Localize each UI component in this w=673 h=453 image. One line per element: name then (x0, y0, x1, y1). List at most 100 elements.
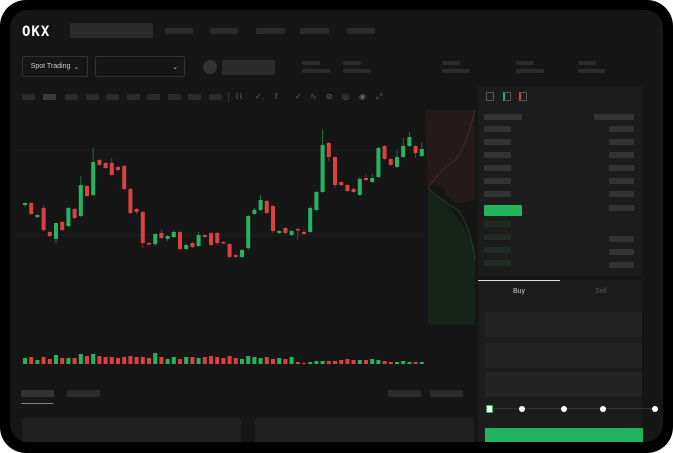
candle (271, 205, 275, 233)
volume-bar (326, 361, 331, 364)
fx-icon[interactable]: f (275, 92, 278, 101)
ask-amount (609, 165, 634, 171)
target-icon[interactable]: ◉ (359, 92, 366, 101)
candle (47, 231, 52, 237)
volume-bar (382, 361, 387, 364)
volume-bar (264, 357, 269, 364)
timeframe-button[interactable] (188, 94, 201, 100)
volume-bar (116, 358, 120, 364)
volume-bar (283, 359, 288, 364)
timeframe-button[interactable] (65, 94, 78, 100)
volume-bar (60, 358, 65, 364)
candle (370, 174, 375, 183)
volume-bar (277, 358, 282, 364)
timeframe-button[interactable] (86, 94, 99, 100)
candle (227, 243, 232, 258)
coin-avatar (203, 60, 217, 74)
volume-bar (35, 360, 40, 364)
volume-bar (258, 358, 263, 364)
search-bar[interactable] (70, 23, 153, 38)
pencil-icon[interactable]: ⊘ (326, 92, 333, 101)
bid-price (484, 247, 511, 253)
percent-slider[interactable] (490, 408, 655, 409)
bid-price (484, 234, 511, 240)
stat-value (578, 69, 605, 73)
tab-sell[interactable]: Sell (595, 288, 607, 295)
indicator-icon[interactable]: ✓. (255, 92, 264, 101)
candle-body (357, 179, 362, 195)
check-icon[interactable]: ✓ (295, 92, 302, 101)
candle-body (233, 255, 238, 257)
timeframe-button[interactable] (22, 94, 35, 100)
candle-body (78, 185, 83, 216)
nav-item-3[interactable] (256, 28, 285, 34)
book-both-icon[interactable] (486, 92, 494, 101)
nav-item-5[interactable] (347, 28, 375, 34)
spot-trading-dropdown[interactable]: Spot Trading ⌄ (22, 56, 88, 77)
candle (159, 230, 164, 239)
timeframe-button[interactable] (147, 94, 160, 100)
candle (140, 211, 145, 248)
slider-stop-50[interactable] (561, 406, 567, 412)
nav-item-2[interactable] (210, 28, 238, 34)
timeframe-button[interactable] (106, 94, 119, 100)
wave-icon[interactable]: ∿ (310, 92, 317, 101)
fullscreen-icon[interactable]: ⤢ (376, 92, 383, 101)
nav-item-4[interactable] (300, 28, 329, 34)
volume-bar (314, 361, 319, 364)
spot-trading-label: Spot Trading (30, 63, 71, 70)
price-input[interactable] (485, 312, 642, 337)
candle (85, 185, 89, 197)
slider-stop-25[interactable] (519, 406, 525, 412)
candle-body (314, 192, 319, 210)
okx-logo[interactable]: OKX (22, 24, 51, 40)
slider-handle[interactable] (486, 405, 493, 413)
candle (413, 145, 418, 158)
total-input[interactable] (485, 372, 642, 397)
timeframe-button[interactable] (43, 94, 56, 100)
candlestick-chart[interactable] (10, 10, 480, 370)
nav-item-1[interactable] (165, 28, 193, 34)
stat-label (302, 61, 320, 65)
tab-buy[interactable]: Buy (512, 288, 526, 295)
volume-bar (41, 357, 46, 364)
book-asks-icon[interactable] (519, 92, 527, 101)
volume-bar (103, 357, 108, 364)
volume-bar (165, 359, 170, 364)
candle-body (407, 137, 412, 146)
book-bids-icon[interactable] (503, 92, 511, 101)
candle-body (295, 229, 300, 231)
candle-body (227, 244, 232, 257)
slider-stop-75[interactable] (600, 406, 606, 412)
filter-button[interactable] (388, 390, 421, 397)
ask-amount (609, 139, 634, 145)
timeframe-button[interactable] (209, 94, 222, 100)
volume-bar (72, 358, 77, 364)
candle-body (140, 212, 145, 243)
candle (308, 206, 313, 233)
candle-body (364, 178, 368, 180)
buy-button[interactable] (485, 428, 643, 442)
camera-icon[interactable]: ◎ (342, 92, 349, 101)
stat-value (516, 69, 544, 73)
line-icon[interactable]: ⌇⌇ (235, 92, 243, 101)
candle (128, 188, 133, 214)
candle-body (277, 231, 282, 233)
candle (202, 234, 207, 238)
volume-bar (351, 360, 356, 364)
amount-input[interactable] (485, 343, 642, 368)
candle (78, 176, 83, 217)
slider-stop-100[interactable] (652, 406, 658, 412)
timeframe-button[interactable] (127, 94, 140, 100)
more-button[interactable] (430, 390, 463, 397)
info-card (255, 418, 474, 442)
tab-open-orders[interactable] (21, 390, 54, 397)
timeframe-button[interactable] (168, 94, 181, 100)
candle (419, 142, 424, 157)
tab-order-history[interactable] (67, 390, 100, 397)
pair-select[interactable]: ⌄ (95, 56, 185, 77)
candle-body (240, 250, 244, 257)
volume-bar (184, 357, 189, 364)
bid-price (484, 221, 511, 227)
candle-body (23, 203, 27, 205)
